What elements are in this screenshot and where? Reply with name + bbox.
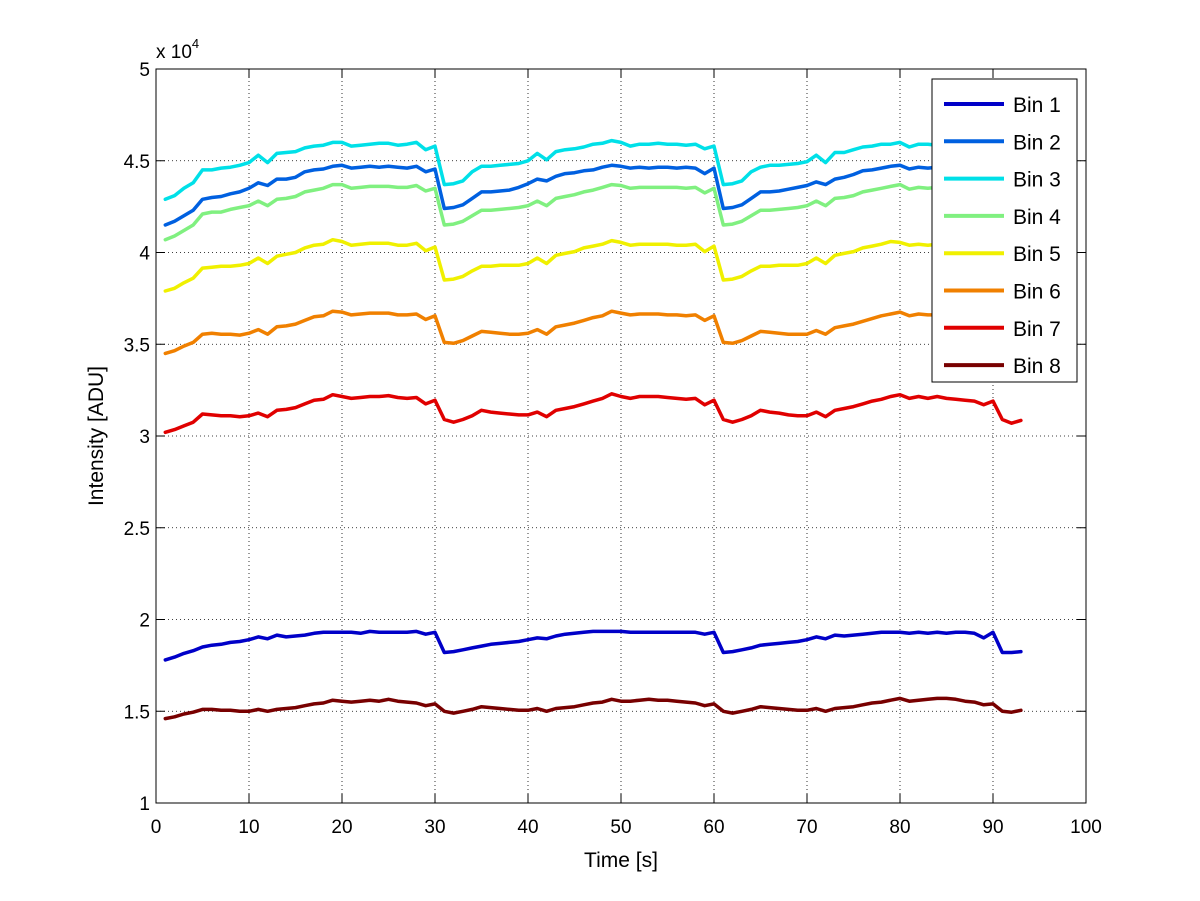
y-tick-label: 3.5 [124,335,150,356]
legend-label-bin-7: Bin 7 [1013,318,1061,341]
series-lines [163,138,1023,721]
legend-label-bin-6: Bin 6 [1013,281,1061,304]
y-tick-label: 2 [139,611,150,632]
x-tick-label: 90 [982,817,1003,838]
x-axis-label: Time [s] [584,849,658,872]
x-tick-label: 70 [796,817,817,838]
x-tick-label: 80 [889,817,910,838]
y-tick-label: 1.5 [124,702,150,723]
legend-label-bin-1: Bin 1 [1013,94,1061,117]
series-line-bin-4 [163,182,1023,242]
legend-label-bin-8: Bin 8 [1013,355,1061,378]
y-exponent-base: x 10 [156,42,192,63]
series-line-bin-1 [163,629,1023,662]
y-exponent: x 104 [156,36,199,63]
series-line-bin-8 [163,696,1023,721]
y-tick-label: 2.5 [124,519,150,540]
legend: Bin 1 Bin 2 Bin 3 Bin 4 Bin 5 Bin 6 Bin 7 Bin 8 [931,78,1078,383]
x-tick-label: 30 [424,817,445,838]
legend-label-bin-3: Bin 3 [1013,169,1061,192]
y-exponent-power: 4 [192,36,199,51]
legend-label-bin-5: Bin 5 [1013,243,1061,266]
x-tick-label: 100 [1070,817,1102,838]
series-line-bin-7 [163,392,1023,435]
legend-label-bin-4: Bin 4 [1013,206,1061,229]
axis-ticks: 0 10 20 30 40 50 60 70 80 90 100 1 1.5 2 2.5 3 3.5 4 4.5 5 [124,60,1102,838]
y-axis-label: Intensity [ADU] [85,366,108,506]
x-tick-label: 50 [610,817,631,838]
y-tick-label: 4.5 [124,152,150,173]
x-tick-label: 20 [331,817,352,838]
y-tick-label: 5 [139,60,150,81]
y-tick-label: 4 [139,244,150,265]
x-tick-label: 10 [238,817,259,838]
y-tick-label: 3 [139,427,150,448]
x-tick-label: 40 [517,817,538,838]
series-line-bin-3 [163,138,1023,202]
legend-box [931,78,1078,383]
series-line-bin-2 [163,163,1023,227]
x-tick-label: 0 [151,817,162,838]
legend-label-bin-2: Bin 2 [1013,131,1061,154]
grid-lines [156,69,1086,803]
x-tick-label: 60 [703,817,724,838]
series-line-bin-6 [163,309,1023,356]
y-tick-label: 1 [139,794,150,815]
series-line-bin-5 [163,237,1023,293]
